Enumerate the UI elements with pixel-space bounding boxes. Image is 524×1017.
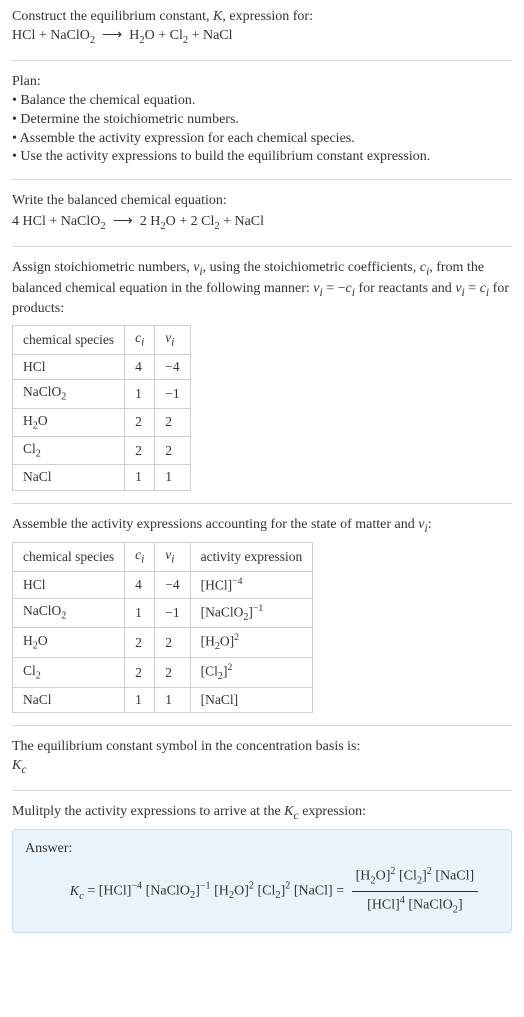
activity-table: chemical species ci νi activity expressi… bbox=[12, 542, 313, 713]
cell-expr: [HCl]−4 bbox=[190, 571, 313, 598]
balanced-title: Write the balanced chemical equation: bbox=[12, 192, 512, 211]
cell-ci: 2 bbox=[125, 436, 155, 464]
cell-expr: [NaCl] bbox=[190, 688, 313, 713]
plan-section: Plan: • Balance the chemical equation. •… bbox=[12, 73, 512, 167]
col-expr: activity expression bbox=[190, 543, 313, 572]
separator bbox=[12, 246, 512, 247]
unbalanced-equation: HCl + NaClO2 ⟶ H2O + Cl2 + NaCl bbox=[12, 28, 233, 43]
cell-vi: 2 bbox=[155, 628, 190, 658]
answer-box: Answer: Kc = [HCl]−4 [NaClO2]−1 [H2O]2 [… bbox=[12, 829, 512, 932]
kc-symbol-line1: The equilibrium constant symbol in the c… bbox=[12, 738, 512, 757]
cell-vi: −1 bbox=[155, 598, 190, 628]
kc-symbol-section: The equilibrium constant symbol in the c… bbox=[12, 738, 512, 777]
cell-species: H2O bbox=[13, 408, 125, 436]
cell-species: NaCl bbox=[13, 688, 125, 713]
cell-species: HCl bbox=[13, 571, 125, 598]
separator bbox=[12, 790, 512, 791]
cell-vi: 2 bbox=[155, 408, 190, 436]
answer-label: Answer: bbox=[25, 840, 499, 859]
construct-line1: Construct the equilibrium constant, K, e… bbox=[12, 9, 313, 24]
activity-title: Assemble the activity expressions accoun… bbox=[12, 516, 512, 537]
table-header-row: chemical species ci νi bbox=[13, 326, 191, 355]
plan-item: • Assemble the activity expression for e… bbox=[12, 130, 512, 149]
cell-ci: 2 bbox=[125, 628, 155, 658]
cell-vi: 2 bbox=[155, 436, 190, 464]
col-ci: ci bbox=[125, 543, 155, 572]
separator bbox=[12, 179, 512, 180]
table-row: NaClO2 1 −1 bbox=[13, 380, 191, 408]
col-species: chemical species bbox=[13, 326, 125, 355]
table-row: NaCl 1 1 bbox=[13, 465, 191, 490]
table-row: H2O 2 2 [H2O]2 bbox=[13, 628, 313, 658]
cell-ci: 4 bbox=[125, 571, 155, 598]
separator bbox=[12, 725, 512, 726]
cell-ci: 1 bbox=[125, 380, 155, 408]
balanced-section: Write the balanced chemical equation: 4 … bbox=[12, 192, 512, 234]
table-row: HCl 4 −4 bbox=[13, 355, 191, 380]
cell-vi: 1 bbox=[155, 465, 190, 490]
plan-item: • Use the activity expressions to build … bbox=[12, 148, 512, 167]
cell-expr: [H2O]2 bbox=[190, 628, 313, 658]
multiply-title: Mulitply the activity expressions to arr… bbox=[12, 803, 512, 824]
cell-species: HCl bbox=[13, 355, 125, 380]
col-species: chemical species bbox=[13, 543, 125, 572]
answer-expression: Kc = [HCl]−4 [NaClO2]−1 [H2O]2 [Cl2]2 [N… bbox=[25, 865, 499, 917]
fraction-denominator: [HCl]4 [NaClO2] bbox=[352, 892, 479, 918]
cell-vi: 2 bbox=[155, 658, 190, 688]
table-row: HCl 4 −4 [HCl]−4 bbox=[13, 571, 313, 598]
answer-fraction: [H2O]2 [Cl2]2 [NaCl] [HCl]4 [NaClO2] bbox=[352, 865, 479, 917]
cell-ci: 2 bbox=[125, 658, 155, 688]
construct-prompt: Construct the equilibrium constant, K, e… bbox=[12, 8, 512, 48]
separator bbox=[12, 503, 512, 504]
stoich-table: chemical species ci νi HCl 4 −4 NaClO2 1… bbox=[12, 325, 191, 490]
cell-vi: −4 bbox=[155, 571, 190, 598]
fraction-numerator: [H2O]2 [Cl2]2 [NaCl] bbox=[352, 865, 479, 892]
activity-section: Assemble the activity expressions accoun… bbox=[12, 516, 512, 714]
kc-symbol: Kc bbox=[12, 757, 512, 778]
col-vi: νi bbox=[155, 326, 190, 355]
stoich-section: Assign stoichiometric numbers, νi, using… bbox=[12, 259, 512, 490]
table-row: Cl2 2 2 bbox=[13, 436, 191, 464]
cell-ci: 1 bbox=[125, 465, 155, 490]
cell-vi: −4 bbox=[155, 355, 190, 380]
cell-species: Cl2 bbox=[13, 436, 125, 464]
balanced-equation: 4 HCl + NaClO2 ⟶ 2 H2O + 2 Cl2 + NaCl bbox=[12, 213, 512, 234]
table-row: H2O 2 2 bbox=[13, 408, 191, 436]
table-row: Cl2 2 2 [Cl2]2 bbox=[13, 658, 313, 688]
stoich-intro: Assign stoichiometric numbers, νi, using… bbox=[12, 259, 512, 319]
cell-species: H2O bbox=[13, 628, 125, 658]
cell-species: NaClO2 bbox=[13, 380, 125, 408]
plan-item: • Balance the chemical equation. bbox=[12, 92, 512, 111]
multiply-section: Mulitply the activity expressions to arr… bbox=[12, 803, 512, 933]
cell-expr: [NaClO2]−1 bbox=[190, 598, 313, 628]
table-row: NaClO2 1 −1 [NaClO2]−1 bbox=[13, 598, 313, 628]
cell-vi: 1 bbox=[155, 688, 190, 713]
cell-species: NaCl bbox=[13, 465, 125, 490]
plan-title: Plan: bbox=[12, 73, 512, 92]
plan-item: • Determine the stoichiometric numbers. bbox=[12, 111, 512, 130]
col-ci: ci bbox=[125, 326, 155, 355]
cell-ci: 2 bbox=[125, 408, 155, 436]
cell-expr: [Cl2]2 bbox=[190, 658, 313, 688]
cell-vi: −1 bbox=[155, 380, 190, 408]
cell-species: Cl2 bbox=[13, 658, 125, 688]
table-row: NaCl 1 1 [NaCl] bbox=[13, 688, 313, 713]
cell-ci: 1 bbox=[125, 688, 155, 713]
cell-species: NaClO2 bbox=[13, 598, 125, 628]
separator bbox=[12, 60, 512, 61]
cell-ci: 1 bbox=[125, 598, 155, 628]
col-vi: νi bbox=[155, 543, 190, 572]
table-header-row: chemical species ci νi activity expressi… bbox=[13, 543, 313, 572]
cell-ci: 4 bbox=[125, 355, 155, 380]
